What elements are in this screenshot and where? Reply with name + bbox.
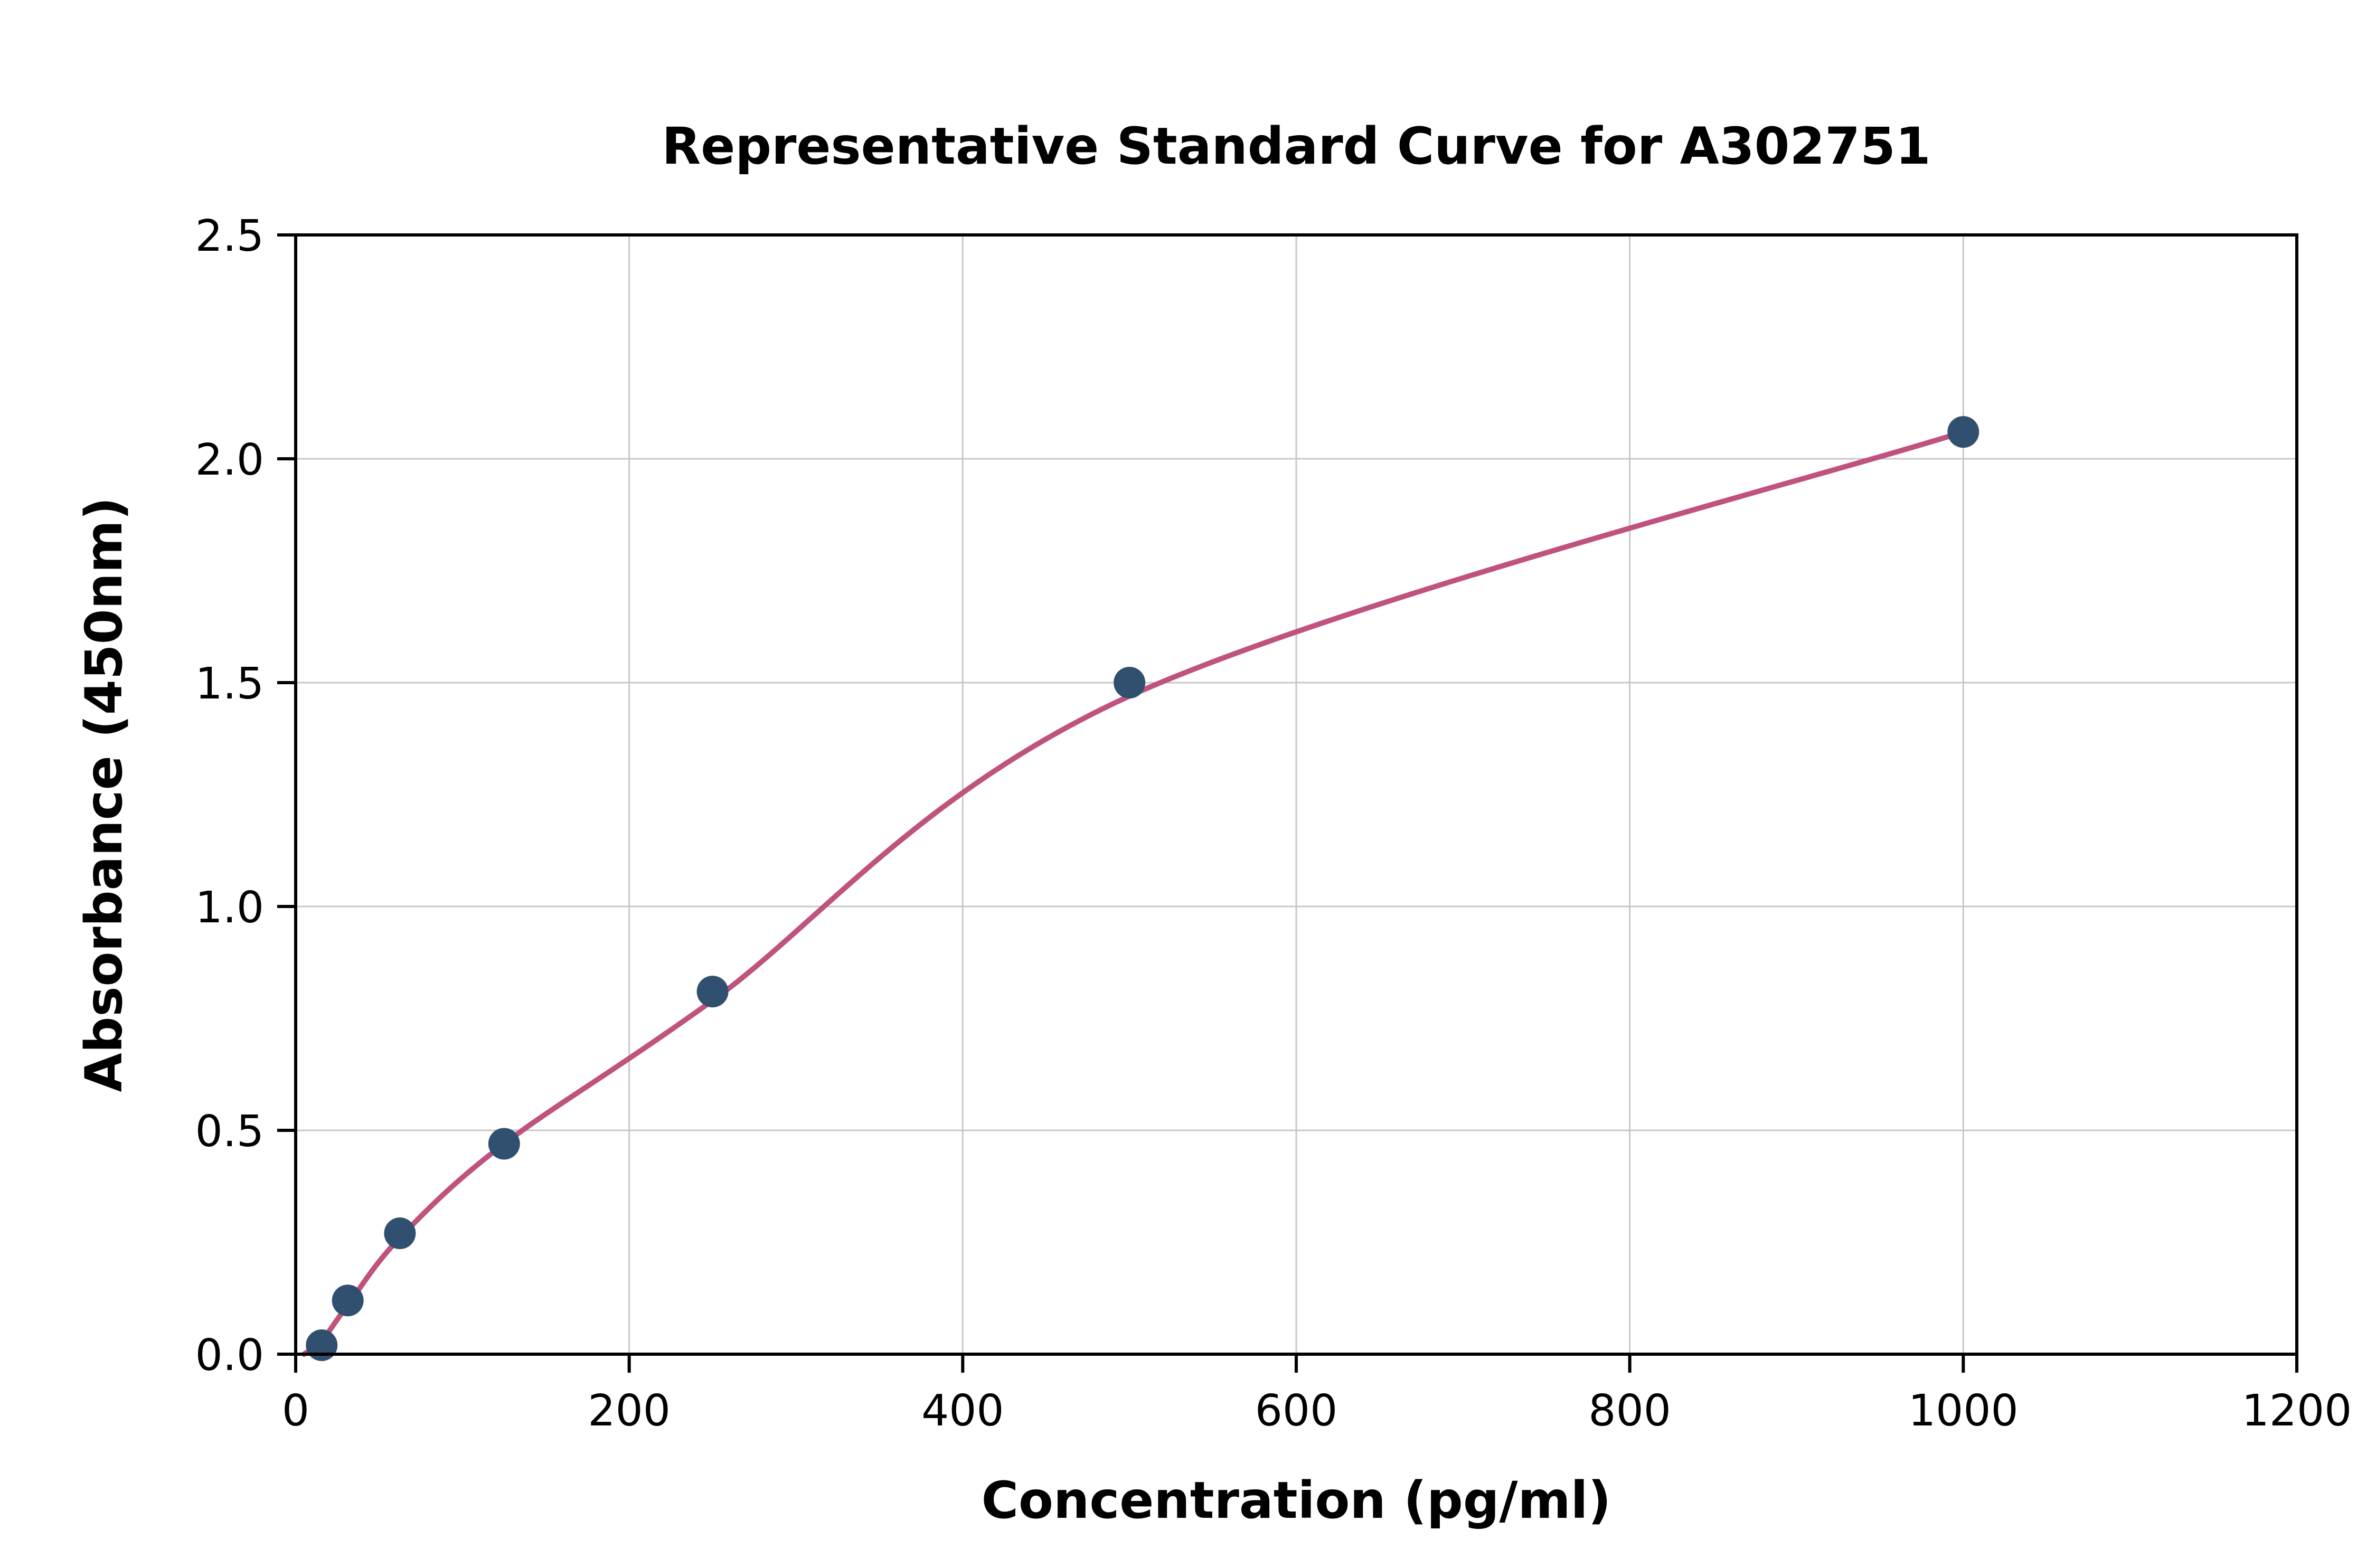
- x-tick-label: 1000: [1908, 1386, 2019, 1436]
- chart-title: Representative Standard Curve for A30275…: [662, 117, 1930, 176]
- y-axis-label: Absorbance (450nm): [74, 497, 134, 1092]
- data-point: [1947, 416, 1979, 448]
- data-point: [332, 1284, 364, 1317]
- data-point: [488, 1128, 520, 1160]
- x-tick-label: 200: [588, 1386, 671, 1436]
- data-point: [306, 1329, 338, 1362]
- y-tick-label: 1.5: [195, 659, 264, 709]
- x-tick-label: 800: [1588, 1386, 1671, 1436]
- y-tick-label: 2.5: [195, 211, 264, 261]
- y-tick-label: 2.0: [195, 435, 264, 485]
- y-tick-label: 0.0: [195, 1330, 264, 1381]
- axis-ticks: [277, 233, 2298, 1373]
- axis-tick-labels: 0 200 400 600 800 1000 1200 0.0 0.5 1.0 1.5 2.0 2.5: [195, 211, 2352, 1436]
- plot-border: [294, 233, 2298, 1356]
- y-tick-label: 1.0: [195, 883, 264, 933]
- data-point: [384, 1217, 416, 1250]
- x-axis-label: Concentration (pg/ml): [982, 1471, 1611, 1530]
- y-tick-label: 0.5: [195, 1107, 264, 1157]
- x-tick-label: 1200: [2242, 1386, 2352, 1436]
- data-point: [696, 976, 729, 1008]
- x-tick-label: 400: [921, 1386, 1004, 1436]
- x-tick-label: 600: [1255, 1386, 1338, 1436]
- data-point: [1114, 667, 1146, 698]
- x-tick-label: 0: [282, 1386, 309, 1436]
